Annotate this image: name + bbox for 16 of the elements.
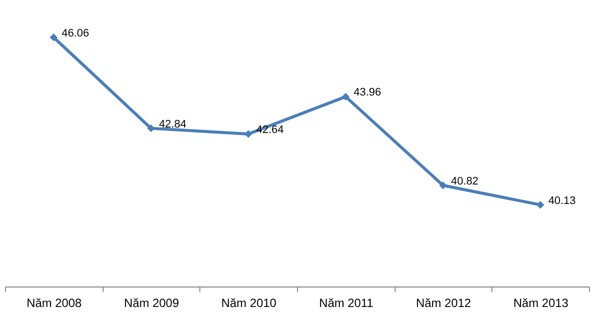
data-label: 46.06 (62, 27, 90, 40)
x-tick-label: Năm 2009 (124, 296, 180, 310)
x-tick-label: Năm 2013 (513, 296, 569, 310)
x-tick-label: Năm 2010 (221, 296, 277, 310)
point (50, 34, 58, 42)
data-label: 43.96 (354, 86, 382, 99)
point (439, 181, 447, 190)
data-label: 42.64 (256, 124, 284, 136)
data-label: 42.84 (158, 118, 186, 130)
point (342, 92, 350, 101)
point (536, 200, 544, 209)
x-tick-label: Năm 2008 (26, 296, 82, 310)
x-tick-label: Năm 2012 (416, 296, 472, 310)
data-label: 40.82 (450, 175, 478, 188)
data-label: 40.13 (548, 194, 576, 207)
x-tick-label: Năm 2011 (319, 296, 374, 310)
